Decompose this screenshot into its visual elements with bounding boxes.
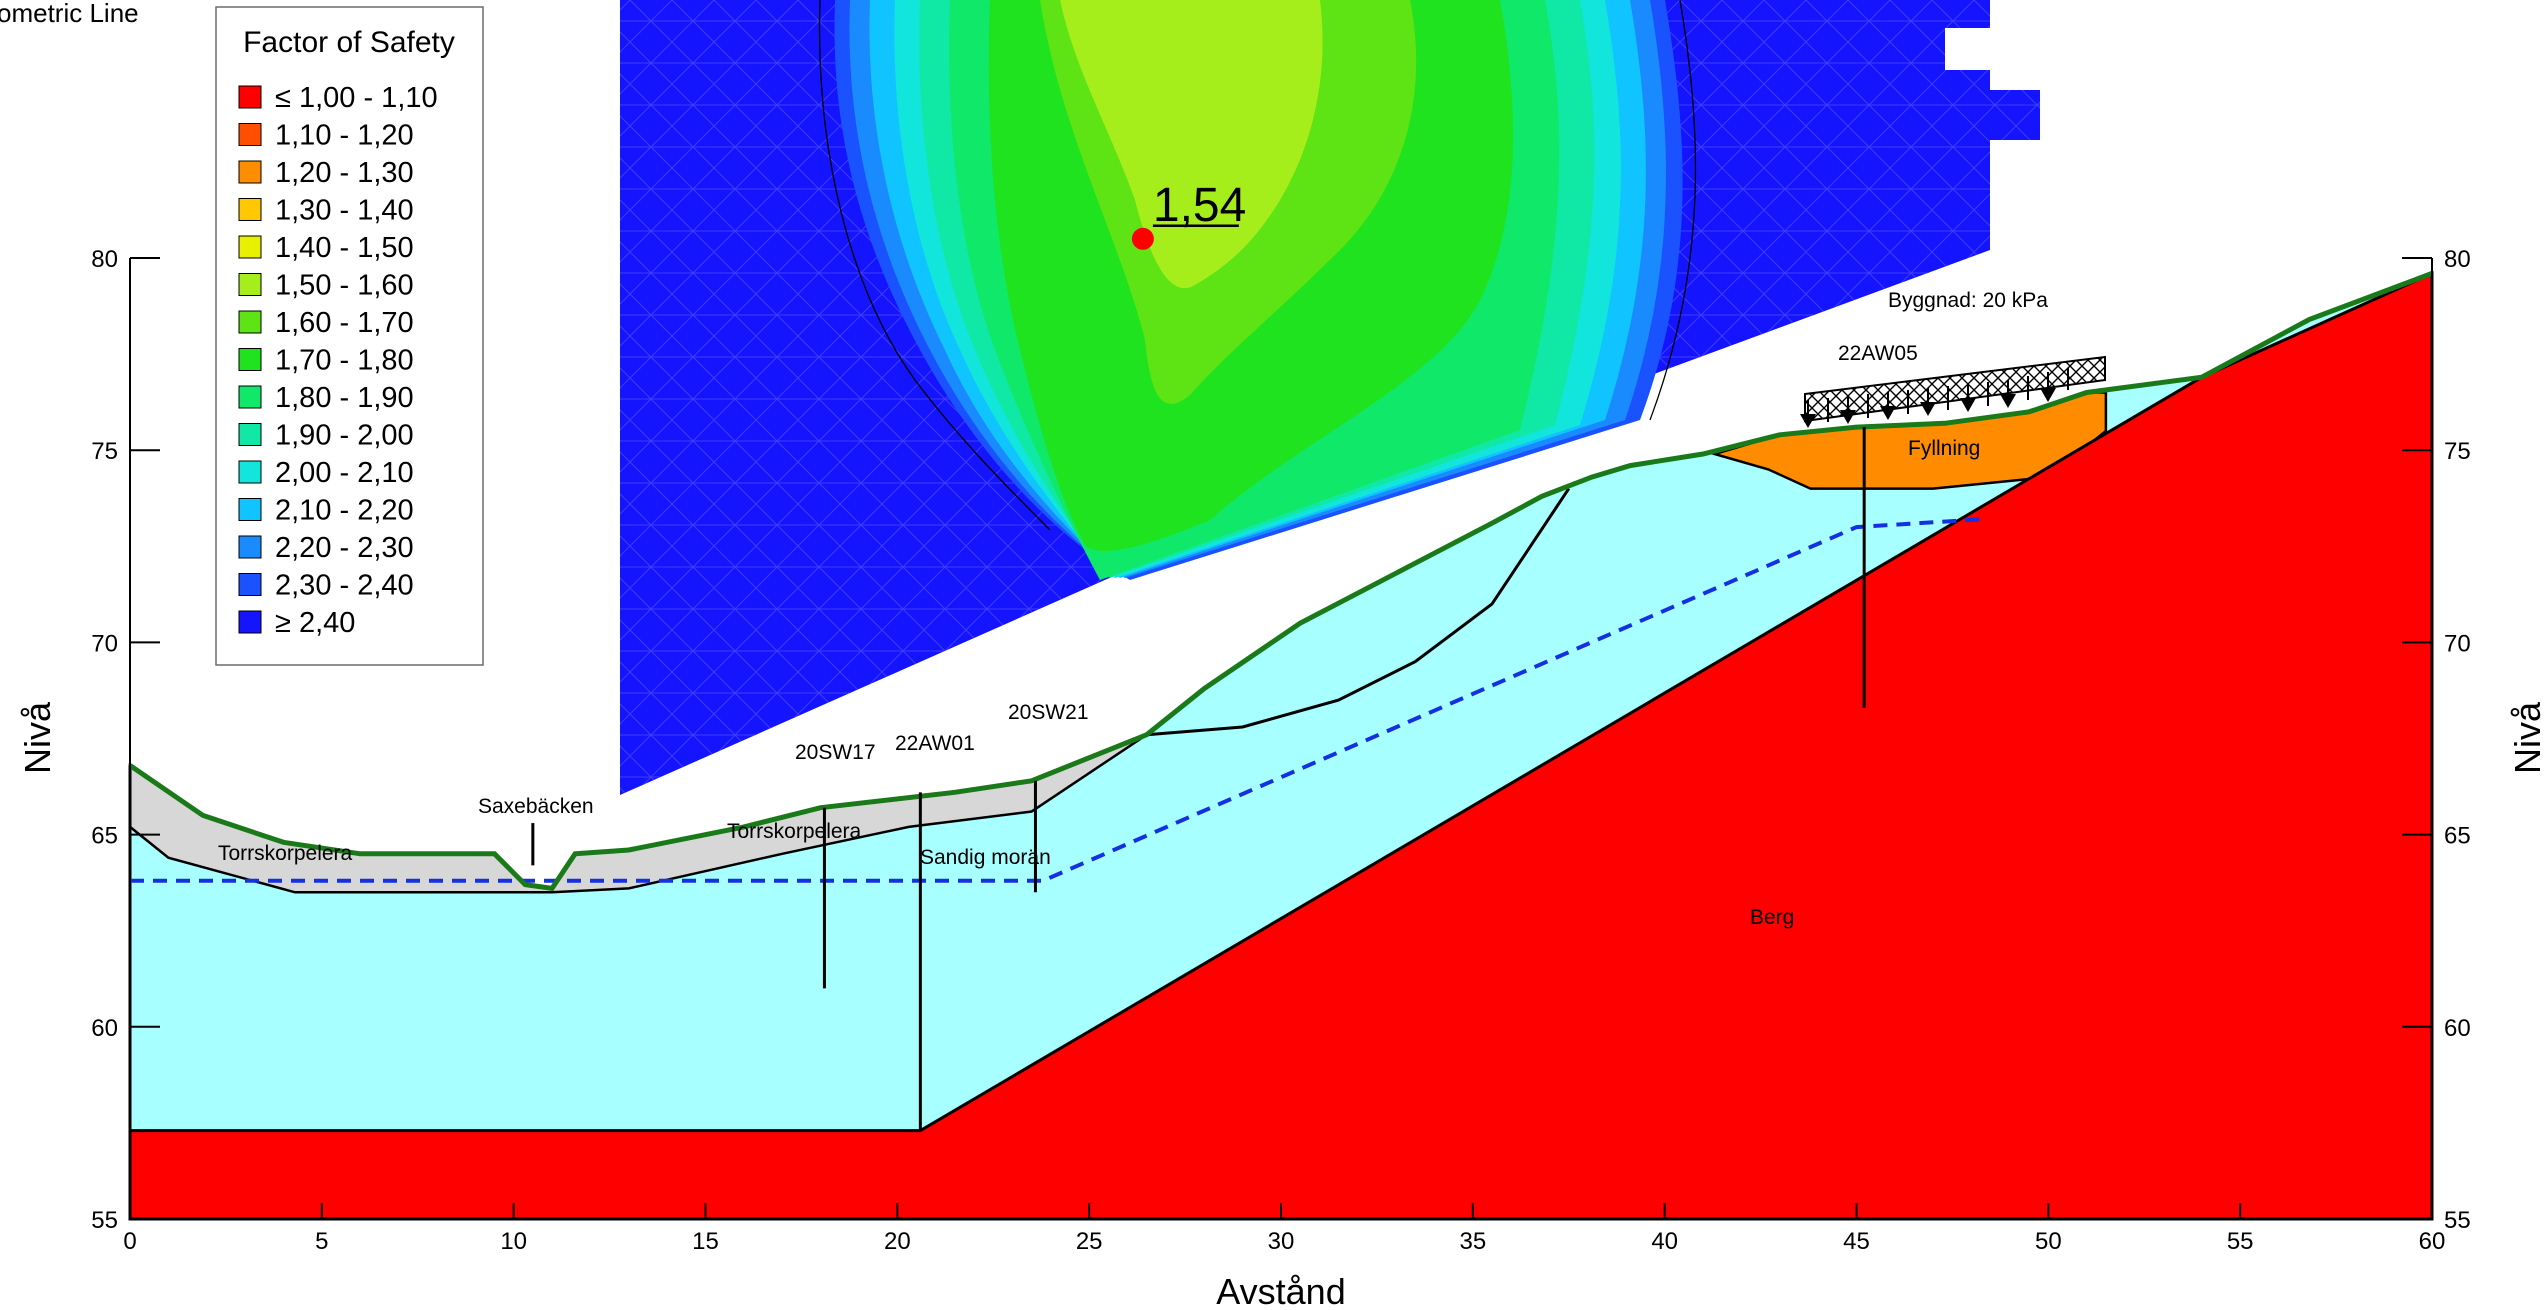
legend-label: 1,10 - 1,20 — [275, 120, 414, 152]
legend-swatch — [238, 310, 262, 334]
legend-swatch — [238, 385, 262, 409]
x-tick-label: 60 — [2419, 1228, 2446, 1255]
label-fyllning: Fyllning — [1908, 437, 1980, 460]
x-tick-label: 35 — [1459, 1228, 1486, 1255]
legend-swatch — [238, 235, 262, 259]
legend-swatch — [238, 573, 262, 596]
critical-slip-center: 1,54 — [1131, 179, 1246, 250]
legend-label: ≤ 1,00 - 1,10 — [275, 82, 438, 114]
legend-swatch — [238, 123, 262, 146]
building-load-arrowheads — [1800, 388, 2056, 428]
legend-items: ≤ 1,00 - 1,10 1,10 - 1,20 1,20 - 1,30 1,30 … — [238, 82, 438, 639]
x-tick-label: 10 — [500, 1228, 527, 1255]
legend-label: 1,40 - 1,50 — [275, 232, 414, 264]
legend-title: Factor of Safety — [243, 26, 455, 59]
slip-surface — [1146, 487, 1571, 737]
y-tick-label-left: 60 — [91, 1015, 118, 1042]
legend-swatch — [238, 273, 262, 296]
legend-label: 1,20 - 1,30 — [275, 157, 414, 189]
y-tick-label-left: 55 — [91, 1207, 118, 1234]
fos-contour-grid — [620, 0, 2040, 795]
legend-swatch — [238, 498, 262, 521]
legend-label: 2,20 - 2,30 — [275, 532, 414, 564]
legend-swatch — [238, 535, 262, 559]
x-axis-title: Avstånd — [1216, 1271, 1345, 1310]
x-tick-label: 40 — [1651, 1228, 1678, 1255]
diagram-labels: Torrskorpelera Torrskorpelera Saxebäcken… — [218, 289, 2048, 929]
y-tick-label-left: 80 — [91, 246, 118, 273]
clipped-heading: ometric Line — [0, 0, 139, 28]
legend-label: 1,60 - 1,70 — [275, 307, 414, 339]
fos-legend: Factor of Safety ≤ 1,00 - 1,10 1,10 - 1,2… — [215, 6, 484, 666]
contour-line-outer — [818, 0, 1051, 531]
y-ticks: 55 55 60 60 65 65 70 70 75 75 80 80 — [91, 246, 2470, 1234]
y-tick-label-right: 65 — [2444, 823, 2471, 850]
legend-swatch — [238, 423, 262, 446]
building-load-arrows — [1807, 368, 2069, 424]
y-axis-title-left: Nivå — [17, 701, 58, 774]
building-load-hatch — [1804, 355, 2106, 423]
label-saxebacken: Saxebäcken — [478, 795, 594, 818]
building-load-symbol — [1800, 355, 2106, 428]
label-borehole-22aw05: 22AW05 — [1838, 342, 1918, 365]
contour-1-50 — [1060, 0, 1323, 289]
legend-swatch — [238, 198, 262, 221]
x-tick-label: 30 — [1268, 1228, 1295, 1255]
y-tick-label-right: 80 — [2444, 246, 2471, 273]
legend-label: 2,30 - 2,40 — [275, 570, 414, 602]
label-borehole-20sw21: 20SW21 — [1008, 701, 1089, 724]
label-torrskorpelera-left: Torrskorpelera — [218, 842, 353, 865]
legend-swatch — [238, 610, 262, 634]
x-tick-label: 45 — [1843, 1228, 1870, 1255]
x-tick-label: 25 — [1076, 1228, 1103, 1255]
x-ticks: 0 5 10 15 20 25 30 35 40 45 50 55 60 — [123, 1203, 2445, 1255]
x-tick-label: 0 — [123, 1228, 136, 1255]
y-tick-label-right: 60 — [2444, 1015, 2471, 1042]
legend-swatch — [238, 460, 262, 484]
legend-label: 1,50 - 1,60 — [275, 270, 414, 302]
critical-fos-label: 1,54 — [1153, 179, 1246, 232]
label-borehole-22aw01: 22AW01 — [895, 732, 975, 755]
label-sandig-moran: Sandig morän — [920, 846, 1051, 869]
legend-label: 1,70 - 1,80 — [275, 345, 414, 377]
x-tick-label: 5 — [315, 1228, 328, 1255]
y-tick-label-right: 55 — [2444, 1207, 2471, 1234]
y-tick-label-left: 75 — [91, 438, 118, 465]
y-tick-label-right: 70 — [2444, 630, 2471, 657]
legend-label: 2,00 - 2,10 — [275, 457, 414, 489]
ground-surface-line — [128, 271, 2433, 892]
y-tick-label-left: 70 — [91, 630, 118, 657]
contour-line-right — [1649, 0, 1697, 421]
x-tick-label: 50 — [2035, 1228, 2062, 1255]
legend-label: 1,30 - 1,40 — [275, 195, 414, 227]
label-borehole-20sw17: 20SW17 — [795, 741, 876, 764]
label-building-load: Byggnad: 20 kPa — [1888, 289, 2048, 312]
x-tick-label: 55 — [2227, 1228, 2254, 1255]
label-berg: Berg — [1750, 906, 1794, 929]
y-tick-label-right: 75 — [2444, 438, 2471, 465]
label-torrskorpelera-mid: Torrskorpelera — [727, 820, 862, 843]
y-tick-label-left: 65 — [91, 823, 118, 850]
legend-label: 1,80 - 1,90 — [275, 382, 414, 414]
legend-label: ≥ 2,40 — [275, 607, 355, 639]
legend-label: 1,90 - 2,00 — [275, 420, 414, 452]
legend-swatch — [238, 160, 262, 184]
x-tick-label: 15 — [692, 1228, 719, 1255]
legend-swatch — [238, 348, 262, 371]
boreholes — [822, 427, 1866, 1131]
critical-point-marker — [1131, 227, 1154, 250]
x-tick-label: 20 — [884, 1228, 911, 1255]
legend-swatch — [238, 85, 262, 109]
y-axis-title-right: Nivå — [2507, 701, 2544, 774]
legend-label: 2,10 - 2,20 — [275, 495, 414, 527]
